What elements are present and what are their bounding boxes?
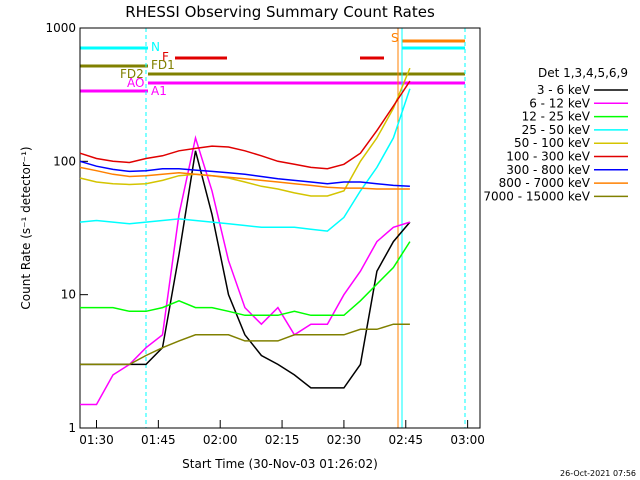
x-tick-label: 02:00 — [203, 433, 238, 447]
x-tick-label: 02:45 — [388, 433, 423, 447]
flag-label: FD2 — [120, 67, 144, 81]
legend-label: 800 - 7000 keV — [499, 176, 591, 190]
flag-label: N — [151, 40, 160, 54]
series-line — [80, 323, 410, 366]
legend-label: 7000 - 15000 keV — [483, 189, 590, 203]
legend-label: 300 - 800 keV — [506, 163, 590, 177]
y-tick-label: 100 — [53, 154, 76, 168]
flag-label: F — [162, 50, 169, 64]
flag-labels: N F FD1 FD2 AO A1 S — [120, 31, 399, 98]
x-tick-label: 01:45 — [141, 433, 176, 447]
x-tick-label: 03:00 — [450, 433, 485, 447]
x-tick-label: 02:30 — [327, 433, 362, 447]
y-tick-label: 1000 — [45, 21, 76, 35]
y-axis-title: Count Rate (s⁻¹ detector⁻¹) — [19, 146, 33, 309]
series-line — [80, 241, 411, 317]
series-line — [80, 150, 411, 389]
flag-label: S — [391, 31, 399, 45]
x-axis-title: Start Time (30-Nov-03 01:26:02) — [182, 457, 378, 471]
legend-label: 100 - 300 keV — [506, 150, 590, 164]
flag-label: AO — [127, 76, 144, 90]
plot-frame — [79, 27, 481, 429]
series-line — [79, 160, 410, 188]
flags — [80, 39, 465, 93]
flag-label: FD1 — [151, 58, 175, 72]
y-tick-label: 1 — [68, 421, 76, 435]
series-line — [79, 166, 410, 190]
series-line — [79, 67, 411, 197]
legend-label: 12 - 25 keV — [522, 110, 591, 124]
series-line — [79, 80, 411, 170]
legend-label: 50 - 100 keV — [514, 136, 591, 150]
legend-label: 6 - 12 keV — [529, 96, 591, 110]
legend-label: 25 - 50 keV — [522, 123, 591, 137]
chart-title: RHESSI Observing Summary Count Rates — [125, 3, 435, 21]
series-line — [80, 134, 411, 406]
legend-title: Det 1,3,4,5,6,9 — [538, 66, 628, 80]
x-tick-label: 02:15 — [265, 433, 300, 447]
legend-label: 3 - 6 keV — [537, 83, 591, 97]
series-line — [79, 88, 411, 232]
x-tick-label: 01:30 — [79, 433, 114, 447]
flag-label: A1 — [151, 84, 167, 98]
y-tick-label: 10 — [61, 288, 76, 302]
footer: 26-Oct-2021 07:56 — [560, 469, 636, 478]
